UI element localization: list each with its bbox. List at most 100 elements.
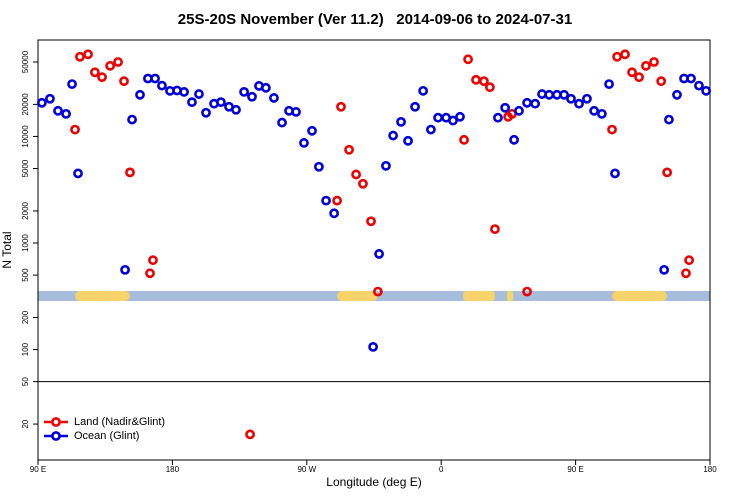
point — [604, 79, 614, 90]
x-tick-label: 90 E — [30, 465, 46, 474]
y-tick-label: 50 — [21, 377, 30, 386]
point — [381, 160, 391, 171]
point — [701, 85, 712, 96]
point — [148, 255, 158, 266]
point — [36, 97, 47, 108]
point — [493, 112, 503, 123]
point — [418, 85, 429, 96]
point — [89, 67, 100, 78]
y-axis-label: N Total — [0, 231, 14, 268]
point — [522, 97, 532, 108]
point — [291, 107, 301, 117]
legend-label: Land (Nadir&Glint) — [74, 416, 165, 428]
point — [247, 91, 257, 102]
point — [179, 86, 189, 97]
point — [231, 104, 241, 115]
point — [514, 105, 524, 116]
point — [410, 101, 420, 112]
y-tick-label: 100 — [21, 342, 30, 356]
point — [471, 74, 481, 85]
point — [684, 255, 694, 266]
y-tick-label: 500 — [21, 268, 30, 282]
point — [627, 67, 637, 78]
point — [70, 124, 80, 135]
y-tick-label: 20 — [21, 419, 30, 428]
point — [344, 144, 354, 155]
point — [187, 97, 197, 108]
point — [612, 51, 623, 62]
point — [490, 224, 500, 235]
point — [566, 93, 576, 104]
y-tick-label: 20000 — [21, 93, 30, 116]
point — [127, 114, 137, 125]
x-axis-label: Longitude (deg E) — [326, 475, 421, 489]
point — [479, 76, 489, 87]
point — [372, 286, 383, 297]
point — [150, 73, 160, 84]
y-tick-label: 200 — [21, 310, 30, 324]
point — [664, 114, 674, 125]
point — [97, 72, 107, 83]
point — [574, 98, 584, 109]
point — [366, 216, 376, 227]
legend-label: Ocean (Glint) — [74, 430, 139, 442]
point — [216, 97, 226, 108]
y-tick-label: 1000 — [21, 234, 30, 252]
point — [125, 167, 135, 178]
point — [45, 93, 55, 104]
point — [105, 60, 116, 71]
point — [113, 57, 123, 67]
point — [307, 125, 317, 136]
point — [530, 98, 541, 109]
point — [83, 49, 93, 60]
x-tick-label: 180 — [166, 465, 180, 474]
land-strip — [463, 291, 495, 301]
chart-title: 25S-20S November (Ver 11.2) 2014-09-06 t… — [178, 11, 572, 28]
point — [245, 429, 255, 440]
point — [329, 208, 340, 219]
point — [135, 89, 145, 100]
point — [201, 107, 211, 118]
point — [194, 89, 204, 99]
point — [388, 130, 399, 141]
legend-marker — [51, 431, 61, 441]
point — [425, 124, 436, 135]
land-strip — [75, 291, 130, 301]
point — [596, 108, 607, 119]
point — [67, 79, 77, 90]
point — [672, 89, 682, 100]
land-strip — [507, 291, 513, 301]
point — [61, 108, 71, 119]
point — [321, 195, 331, 206]
point — [277, 117, 287, 128]
map-strip — [38, 291, 710, 301]
point — [374, 249, 384, 259]
point — [589, 105, 600, 116]
legend-marker — [51, 417, 61, 427]
point — [358, 178, 368, 189]
point — [634, 72, 644, 83]
point — [509, 134, 519, 145]
point — [559, 89, 570, 100]
point — [649, 57, 659, 67]
point — [522, 286, 532, 297]
point — [641, 60, 651, 71]
land-strip — [612, 291, 667, 301]
point — [433, 112, 443, 123]
point — [120, 264, 130, 275]
point — [313, 161, 324, 172]
point — [239, 86, 249, 97]
point — [332, 195, 343, 206]
point — [145, 268, 155, 279]
x-tick-label: 180 — [703, 465, 717, 474]
point — [659, 264, 670, 275]
point — [484, 82, 495, 93]
point — [459, 134, 469, 145]
y-tick-label: 10000 — [21, 125, 30, 148]
y-tick-label: 5000 — [21, 159, 30, 177]
point — [396, 116, 406, 127]
point — [336, 101, 346, 112]
point — [610, 168, 620, 179]
point — [351, 169, 361, 180]
